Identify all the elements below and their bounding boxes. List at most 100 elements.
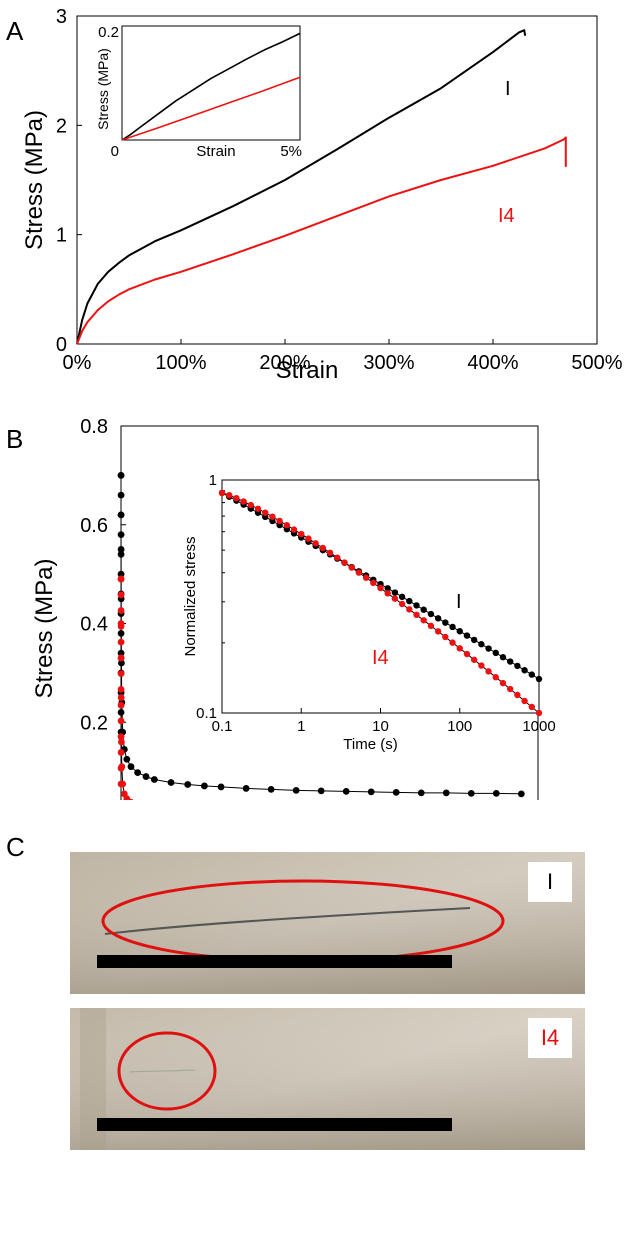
data-point-i4	[118, 738, 125, 746]
data-point-i4	[117, 654, 125, 662]
inset-data-point-i4	[398, 600, 406, 608]
photo-sample-i: I	[70, 852, 585, 994]
inset-x-axis-title: Strain	[196, 143, 235, 160]
inset-data-point-i4	[449, 639, 456, 646]
inset-x-tick-label: 10	[372, 718, 389, 735]
inset-data-point-i4	[521, 697, 528, 705]
data-point-i	[117, 491, 125, 499]
data-point-i	[117, 570, 125, 578]
inset-data-point-i4	[355, 569, 363, 576]
data-point-i	[117, 511, 125, 519]
panel-label-b: B	[6, 424, 24, 454]
inset-data-point-i4	[456, 645, 463, 652]
y-tick-label: 0	[56, 334, 67, 356]
inset-data-point-i4	[276, 517, 283, 525]
inset-data-point-i4	[326, 549, 334, 556]
scratch-mark	[129, 1069, 196, 1073]
panel-label-a: A	[6, 16, 24, 46]
data-point-i	[242, 785, 250, 792]
data-point-i	[392, 788, 400, 796]
inset-series-line-i4	[121, 76, 301, 141]
y-tick-label: 2	[56, 115, 67, 137]
inset-data-point-i4	[427, 622, 435, 630]
data-point-i	[184, 781, 192, 788]
data-point-i4	[123, 795, 131, 800]
inset-data-point-i4	[218, 489, 226, 497]
scale-bar	[97, 1118, 452, 1131]
x-tick-label: 300%	[363, 352, 414, 374]
data-point-i	[217, 783, 225, 791]
data-point-i	[317, 787, 325, 795]
data-point-i	[117, 550, 125, 558]
data-point-i4	[117, 764, 125, 772]
data-point-i4	[117, 575, 125, 583]
inset-data-point-i4	[283, 521, 291, 529]
data-point-i	[492, 789, 500, 797]
inset-data-point-i4	[254, 505, 262, 512]
y-axis-title: Stress (MPa)	[31, 558, 58, 698]
data-point-i4	[117, 780, 125, 788]
inset-data-point-i4	[269, 513, 276, 520]
data-point-i4	[117, 694, 125, 701]
highlight-ellipse	[117, 1031, 217, 1111]
inset-series-label-i: I	[456, 591, 462, 613]
inset-x-tick-label: 100	[447, 718, 472, 735]
inset-data-point-i4	[499, 679, 507, 687]
data-point-i	[142, 773, 150, 780]
x-tick-label: 500%	[571, 352, 622, 374]
inset-data-point-i	[456, 628, 463, 635]
inset-data-point-i	[499, 654, 507, 661]
inset-data-point-i4	[348, 564, 355, 571]
data-point-i	[117, 531, 125, 539]
inset-data-point-i	[478, 641, 485, 648]
y-tick-label: 0.4	[80, 614, 108, 636]
inset-data-point-i	[442, 619, 449, 626]
inset-data-point-i	[434, 615, 442, 622]
data-point-i4	[117, 638, 125, 646]
inset-y-tick-label: 0.2	[98, 24, 119, 41]
inset-data-point-i4	[470, 656, 478, 663]
inset-data-point-i	[406, 597, 413, 605]
data-point-i	[167, 779, 175, 786]
inset-y-axis-title: Normalized stress	[182, 536, 199, 656]
inset-data-point-i4	[528, 703, 535, 711]
data-point-i	[201, 782, 208, 790]
panel-label-c: C	[6, 832, 25, 862]
inset-data-point-i	[420, 606, 427, 613]
inset-data-point-i4	[240, 498, 247, 505]
x-tick-label: 400%	[467, 352, 518, 374]
data-point-i	[517, 790, 525, 798]
x-tick-label: 100%	[155, 352, 206, 374]
inset-data-point-i4	[312, 540, 319, 547]
inset-data-point-i	[413, 602, 420, 609]
inset-data-point-i4	[341, 559, 348, 566]
inset-data-point-i4	[478, 662, 485, 669]
inset-data-point-i4	[298, 530, 305, 538]
data-point-i	[417, 789, 425, 797]
y-axis-title: Stress (MPa)	[21, 110, 48, 250]
data-point-i	[123, 755, 131, 763]
inset-data-point-i4	[305, 535, 312, 542]
inset-data-point-i	[506, 658, 514, 665]
inset-x-tick-label: 0.1	[212, 718, 233, 735]
data-point-i	[150, 776, 158, 783]
inset-data-point-i	[492, 649, 499, 657]
data-point-i	[267, 786, 275, 793]
data-point-i4	[117, 749, 125, 756]
photo-i-background	[70, 852, 585, 994]
inset-data-point-i4	[226, 491, 233, 499]
inset-data-point-i4	[413, 611, 420, 619]
inset-data-point-i4	[370, 579, 377, 587]
data-point-i	[367, 788, 375, 796]
inset-x-tick-label: 1	[297, 718, 305, 735]
inset-data-point-i4	[391, 595, 399, 602]
data-point-i4	[117, 733, 125, 741]
data-point-i	[117, 546, 125, 553]
inset-series-line-i	[121, 32, 301, 141]
inset-data-point-i	[398, 593, 406, 601]
inset-y-tick-label: 1	[209, 472, 217, 489]
inset-data-point-i4	[262, 509, 269, 516]
y-tick-label: 3	[56, 6, 67, 28]
inset-data-point-i	[391, 589, 399, 596]
x-tick-label: 0%	[63, 352, 92, 374]
